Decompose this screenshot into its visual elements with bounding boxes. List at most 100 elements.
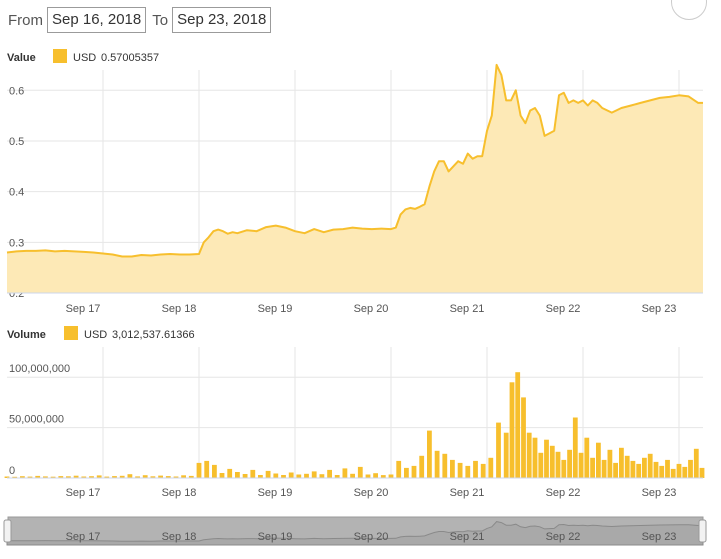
- value-x-tick-label: Sep 18: [162, 303, 197, 315]
- volume-bar: [219, 473, 225, 478]
- value-line: [6, 63, 703, 258]
- volume-bar: [396, 460, 402, 478]
- value-y-tick-label: 0.5: [9, 136, 24, 148]
- volume-bar: [659, 465, 665, 478]
- volume-bar: [150, 476, 156, 478]
- to-date-input[interactable]: Sep 23, 2018: [172, 7, 272, 33]
- volume-bar: [43, 476, 48, 478]
- volume-bar: [196, 462, 202, 478]
- volume-bar: [20, 476, 25, 478]
- volume-bar: [350, 473, 355, 478]
- volume-panel: 0 50,000,000 100,000,000 Sep 17 Sep 18 Sep 19…: [4, 347, 705, 499]
- navigator-series: [6, 521, 704, 546]
- date-range-selector: From Sep 16, 2018 To Sep 23, 2018: [6, 7, 272, 33]
- volume-bar: [590, 457, 595, 478]
- navigator-x-tick-label: Sep 19: [258, 531, 293, 543]
- volume-bar: [311, 471, 317, 478]
- volume-bar: [127, 474, 133, 478]
- volume-bar: [73, 475, 79, 478]
- volume-bar: [653, 461, 659, 478]
- volume-bar: [319, 474, 325, 478]
- volume-bar: [642, 457, 647, 478]
- value-area: [7, 64, 703, 294]
- value-legend-current: 0.57005357: [101, 52, 159, 64]
- volume-bar: [619, 447, 624, 478]
- volume-bar: [509, 382, 515, 478]
- volume-bar: [142, 475, 148, 478]
- volume-bar: [427, 430, 432, 478]
- volume-x-tick-label: Sep 19: [258, 487, 293, 499]
- volume-bar: [624, 455, 630, 478]
- volume-bar: [281, 475, 286, 478]
- volume-bar: [688, 459, 693, 478]
- value-y-tick-label: 0.3: [9, 237, 24, 249]
- volume-bar: [119, 475, 125, 478]
- volume-bar: [12, 476, 18, 478]
- volume-bar: [434, 450, 440, 478]
- value-x-tick-label: Sep 19: [258, 303, 293, 315]
- volume-bar: [584, 437, 590, 478]
- navigator-x-tick-label: Sep 21: [450, 531, 485, 543]
- from-label: From: [8, 11, 43, 29]
- volume-bar: [450, 459, 455, 478]
- volume-bar: [165, 476, 171, 478]
- volume-bar: [473, 460, 478, 478]
- volume-bar: [503, 432, 509, 478]
- value-panel-title: Value: [7, 52, 36, 64]
- volume-bar: [365, 474, 371, 478]
- navigator-right-handle[interactable]: [698, 519, 707, 543]
- volume-bar: [380, 475, 386, 478]
- volume-legend-swatch[interactable]: [64, 326, 78, 340]
- volume-bar: [670, 468, 676, 478]
- volume-y-tick-label: 0: [9, 465, 15, 477]
- value-legend-swatch[interactable]: [53, 49, 67, 63]
- volume-bar: [135, 476, 140, 478]
- volume-bar: [50, 476, 56, 478]
- volume-bar: [607, 449, 613, 478]
- navigator[interactable]: Sep 17 Sep 18 Sep 19 Sep 20 Sep 21 Sep 22 Sep …: [3, 516, 707, 546]
- volume-bar: [181, 475, 186, 478]
- volume-bar: [27, 476, 33, 478]
- volume-bar: [342, 468, 348, 478]
- volume-x-tick-label: Sep 18: [162, 487, 197, 499]
- volume-bar: [89, 476, 94, 478]
- volume-bar: [296, 474, 302, 478]
- volume-x-tick-label: Sep 21: [450, 487, 485, 499]
- volume-bar: [388, 474, 394, 478]
- navigator-left-handle[interactable]: [3, 519, 12, 543]
- to-label: To: [152, 11, 169, 29]
- volume-panel-title: Volume: [7, 329, 46, 341]
- volume-bar: [357, 466, 363, 478]
- volume-legend-series: USD: [84, 329, 107, 341]
- volume-bar: [480, 463, 486, 478]
- volume-bar: [173, 476, 179, 478]
- volume-x-tick-label: Sep 22: [546, 487, 581, 499]
- volume-bar: [158, 475, 163, 478]
- value-x-tick-label: Sep 22: [546, 303, 581, 315]
- volume-bar: [578, 452, 584, 478]
- volume-legend-current: 3,012,537.61366: [112, 329, 195, 341]
- volume-bar: [567, 449, 572, 478]
- volume-bar: [204, 460, 210, 478]
- volume-bar: [465, 465, 471, 478]
- volume-bar: [601, 459, 607, 478]
- volume-bar: [693, 448, 699, 478]
- value-x-tick-label: Sep 17: [66, 303, 101, 315]
- volume-bar: [304, 473, 309, 478]
- volume-bar: [544, 439, 549, 478]
- from-date-input[interactable]: Sep 16, 2018: [47, 7, 147, 33]
- volume-bar: [665, 459, 670, 478]
- volume-bar: [66, 476, 71, 478]
- value-y-tick-label: 0.4: [9, 187, 24, 199]
- volume-bar: [532, 437, 538, 478]
- volume-bar: [212, 464, 217, 478]
- volume-bar: [35, 475, 41, 478]
- value-legend-series: USD: [73, 52, 96, 64]
- volume-x-tick-label: Sep 17: [66, 487, 101, 499]
- volume-bar: [227, 468, 233, 478]
- volume-bar: [265, 470, 271, 478]
- volume-bar: [373, 473, 378, 478]
- volume-bar: [636, 463, 642, 478]
